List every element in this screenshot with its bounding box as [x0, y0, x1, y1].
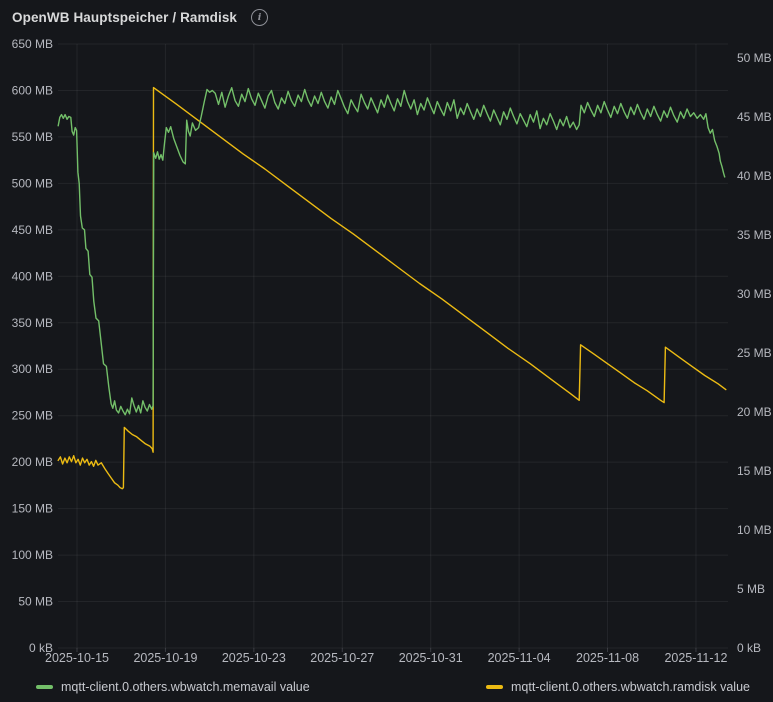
x-tick-label: 2025-10-19	[133, 651, 197, 665]
y-left-tick-label: 200 MB	[12, 455, 53, 469]
y-right-tick-label: 20 MB	[737, 405, 772, 419]
x-tick-label: 2025-11-08	[576, 651, 639, 665]
legend-item-ramdisk[interactable]: mqtt-client.0.others.wbwatch.ramdisk val…	[486, 676, 750, 698]
y-left-tick-label: 250 MB	[12, 409, 53, 423]
x-tick-label: 2025-11-04	[488, 651, 551, 665]
memavail-series-label: mqtt-client.0.others.wbwatch.memavail va…	[61, 680, 310, 694]
y-right-tick-label: 50 MB	[737, 51, 772, 65]
y-left-tick-label: 50 MB	[18, 595, 53, 609]
y-left-tick-label: 450 MB	[12, 223, 53, 237]
y-left-tick-label: 500 MB	[12, 176, 53, 190]
panel-title: OpenWB Hauptspeicher / Ramdisk	[12, 9, 238, 25]
y-left-tick-label: 650 MB	[12, 37, 53, 51]
y-left-tick-label: 0 kB	[29, 641, 53, 655]
y-left-tick-label: 600 MB	[12, 83, 53, 97]
ramdisk-line	[57, 86, 727, 490]
ramdisk-series-swatch	[486, 685, 503, 689]
y-right-tick-label: 10 MB	[737, 523, 772, 537]
y-left-tick-label: 150 MB	[12, 502, 53, 516]
y-right-tick-label: 40 MB	[737, 169, 772, 183]
x-tick-label: 2025-10-27	[310, 651, 374, 665]
panel-header: OpenWB Hauptspeicher / Ramdisk i	[12, 6, 269, 28]
y-right-tick-label: 45 MB	[737, 110, 772, 124]
memavail-series-swatch	[36, 685, 53, 689]
y-right-tick-label: 35 MB	[737, 228, 772, 242]
x-tick-label: 2025-11-12	[664, 651, 727, 665]
x-tick-label: 2025-10-23	[222, 651, 286, 665]
y-right-tick-label: 5 MB	[737, 582, 765, 596]
legend: mqtt-client.0.others.wbwatch.memavail va…	[0, 676, 773, 700]
y-right-tick-label: 25 MB	[737, 346, 772, 360]
y-right-tick-label: 0 kB	[737, 641, 761, 655]
x-tick-label: 2025-10-31	[399, 651, 463, 665]
legend-item-memavail[interactable]: mqtt-client.0.others.wbwatch.memavail va…	[36, 676, 310, 698]
ramdisk-series-label: mqtt-client.0.others.wbwatch.ramdisk val…	[511, 680, 750, 694]
y-right-tick-label: 15 MB	[737, 464, 772, 478]
y-left-tick-label: 300 MB	[12, 362, 53, 376]
y-left-tick-label: 100 MB	[12, 548, 53, 562]
y-left-tick-label: 400 MB	[12, 269, 53, 283]
y-left-tick-label: 550 MB	[12, 130, 53, 144]
y-right-tick-label: 30 MB	[737, 287, 772, 301]
x-tick-label: 2025-10-15	[45, 651, 109, 665]
memavail-line	[57, 86, 726, 416]
y-left-tick-label: 350 MB	[12, 316, 53, 330]
info-icon[interactable]: i	[251, 8, 269, 26]
